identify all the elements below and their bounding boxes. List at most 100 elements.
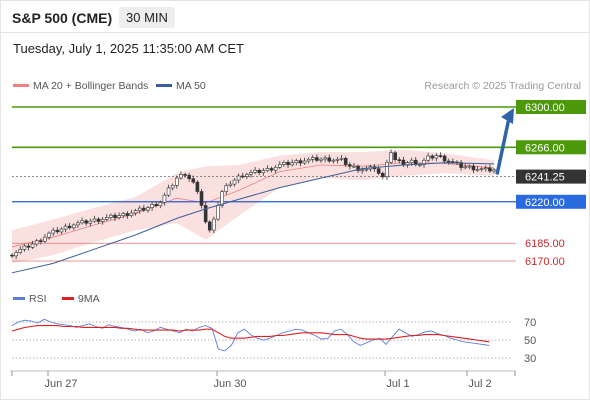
header-divider xyxy=(0,32,590,33)
legend-bollinger: MA 20 + Bollinger Bands xyxy=(13,80,148,92)
legend-rsi-label: RSI xyxy=(29,293,47,305)
candle-body xyxy=(471,165,476,171)
candle-body xyxy=(236,175,241,181)
x-tick-label-jun-27: Jun 27 xyxy=(44,378,77,390)
candle-body xyxy=(22,245,27,250)
level-label-6300.00: 6300.00 xyxy=(525,102,565,114)
candle-body xyxy=(401,159,406,166)
candle-body xyxy=(14,252,18,257)
candle-body xyxy=(187,174,191,180)
chart-datetime: Tuesday, July 1, 2025 11:35:00 AM CET xyxy=(13,41,244,56)
candle-body xyxy=(109,214,113,218)
candle-body xyxy=(339,158,344,160)
candle-body xyxy=(88,220,93,224)
candle-body xyxy=(380,173,385,178)
candle-body xyxy=(240,175,245,178)
candle-body xyxy=(142,207,146,211)
candle-body xyxy=(80,220,84,224)
candle-body xyxy=(302,160,307,164)
candle-body xyxy=(113,214,117,218)
candle-body xyxy=(389,152,393,163)
rsi-level-label-50: 50 xyxy=(524,335,536,347)
candle-body xyxy=(63,225,68,230)
level-label-6220.00: 6220.00 xyxy=(525,197,565,209)
candle-body xyxy=(43,236,47,242)
legend-ma50: MA 50 xyxy=(156,80,206,92)
candle-body xyxy=(125,213,130,216)
candle-body xyxy=(183,174,187,176)
candle-body xyxy=(39,240,43,243)
projection-arrow-shaft xyxy=(495,117,511,175)
candle-body xyxy=(232,179,237,185)
candle-body xyxy=(199,191,204,206)
candle-body xyxy=(343,158,348,165)
bollinger-swatch xyxy=(13,83,29,87)
candle-body xyxy=(446,160,451,163)
legend-ma50-label: MA 50 xyxy=(176,80,206,92)
candle-body xyxy=(146,207,150,211)
candle-body xyxy=(158,202,163,206)
rsi-level-label-30: 30 xyxy=(524,353,536,365)
candle-body xyxy=(273,166,278,171)
candle-body xyxy=(55,229,60,233)
x-tick-label-jul-2: Jul 2 xyxy=(468,378,491,390)
legend-bollinger-label: MA 20 + Bollinger Bands xyxy=(33,80,149,92)
timeframe-badge[interactable]: 30 MIN xyxy=(119,7,175,28)
level-box-6300.00 xyxy=(516,100,586,114)
candle-body xyxy=(170,185,175,189)
ma50-line xyxy=(11,162,495,274)
candle-body xyxy=(488,167,492,172)
candle-body xyxy=(257,169,262,173)
research-credit: Research © 2025 Trading Central xyxy=(424,80,581,92)
level-box-6241.25 xyxy=(516,169,586,184)
candle-body xyxy=(306,158,311,162)
candle-body xyxy=(137,207,142,211)
candle-body xyxy=(376,168,381,174)
candle-body xyxy=(26,245,31,248)
candle-body xyxy=(191,178,196,183)
level-label-6185.00: 6185.00 xyxy=(525,238,565,250)
candle-body xyxy=(253,169,257,173)
candle-body xyxy=(133,210,138,214)
candle-body xyxy=(207,221,212,231)
candle-body xyxy=(277,164,282,168)
x-tick-label-jun-30: Jun 30 xyxy=(213,378,246,390)
candle-body xyxy=(426,155,430,161)
candle-body xyxy=(18,248,23,253)
x-tick-label-jul-1: Jul 1 xyxy=(386,378,409,390)
rsi-swatch xyxy=(13,296,25,300)
candle-body xyxy=(220,191,224,206)
candle-body xyxy=(261,170,266,173)
rsi-series-rsi xyxy=(11,318,490,352)
candle-body xyxy=(76,222,80,226)
candle-body xyxy=(249,171,253,175)
bollinger-band xyxy=(12,149,494,264)
legend-9ma-label: 9MA xyxy=(78,293,100,305)
candle-body xyxy=(467,165,472,168)
candle-body xyxy=(434,155,439,159)
candle-body xyxy=(409,159,414,163)
candle-body xyxy=(385,161,389,178)
candle-body xyxy=(179,174,183,179)
candle-body xyxy=(121,213,126,216)
candle-body xyxy=(290,162,294,166)
candle-body xyxy=(59,228,64,233)
candle-body xyxy=(216,205,220,220)
legend-rsi: RSI xyxy=(13,293,47,305)
candle-body xyxy=(72,224,76,229)
projection-arrow-head xyxy=(501,108,514,124)
candle-body xyxy=(282,162,286,165)
candle-body xyxy=(422,159,426,165)
candle-body xyxy=(418,164,422,166)
candle-body xyxy=(228,183,233,186)
level-box-6220.00 xyxy=(516,194,586,209)
candle-body xyxy=(286,162,290,166)
candle-body xyxy=(310,157,315,160)
candle-body xyxy=(162,194,167,203)
candle-body xyxy=(67,225,72,229)
candle-body xyxy=(298,160,303,164)
candle-body xyxy=(393,152,397,160)
candle-body xyxy=(294,160,299,163)
candle-body xyxy=(269,168,274,171)
